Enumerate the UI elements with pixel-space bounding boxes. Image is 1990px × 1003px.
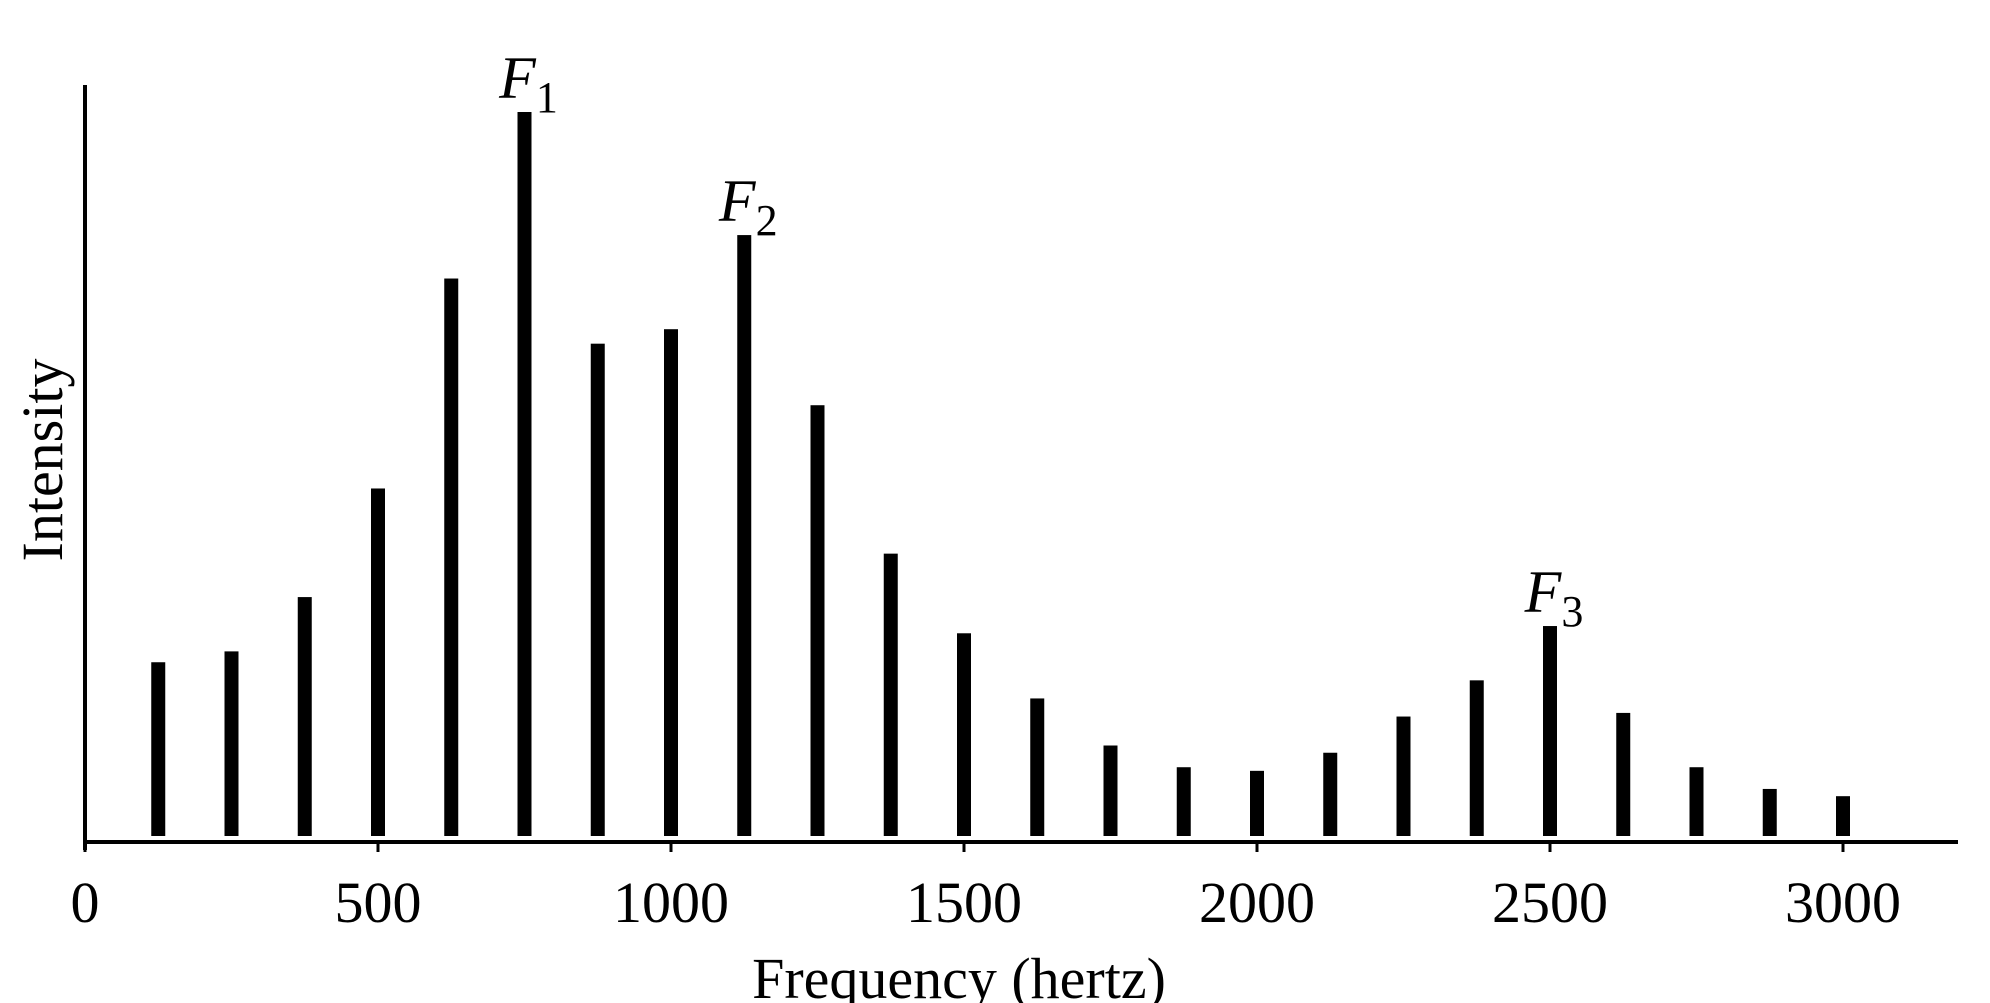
bar-500hz: [371, 488, 385, 836]
bars-layer: [151, 112, 1850, 836]
bar-2250hz: [1396, 716, 1411, 836]
bar-2500hz: [1543, 626, 1557, 836]
bar-625hz: [444, 278, 459, 836]
axes-layer: [83, 85, 1958, 850]
bar-2750hz: [1689, 767, 1704, 836]
y-axis-title: Intensity: [10, 359, 75, 562]
x-tick-label: 2000: [1199, 870, 1315, 935]
bar-1625hz: [1030, 698, 1045, 836]
bar-1875hz: [1176, 767, 1191, 836]
bar-2875hz: [1762, 788, 1777, 836]
x-tick-label: 2500: [1492, 870, 1608, 935]
x-tick-label: 1500: [906, 870, 1022, 935]
x-tick-label: 1000: [613, 870, 729, 935]
x-tick-label: 500: [335, 870, 422, 935]
bar-2375hz: [1469, 680, 1484, 836]
x-axis-title: Frequency (hertz): [752, 946, 1166, 1003]
bar-1750hz: [1103, 745, 1118, 836]
bar-2125hz: [1323, 752, 1338, 836]
x-tick-label: 0: [71, 870, 100, 935]
bar-375hz: [297, 597, 312, 836]
x-tick-label: 3000: [1785, 870, 1901, 935]
bar-3000hz: [1836, 796, 1850, 836]
formant-labels: F1 F2 F3: [498, 45, 1583, 636]
formant-label-f3: F3: [1524, 559, 1584, 636]
bar-1250hz: [810, 405, 825, 836]
bar-875hz: [590, 343, 605, 836]
formant-label-f2: F2: [718, 168, 778, 245]
formant-label-f1: F1: [498, 45, 558, 122]
bar-2000hz: [1250, 770, 1264, 836]
bar-1000hz: [664, 329, 678, 836]
bar-2625hz: [1616, 712, 1631, 836]
bar-1125hz: [737, 235, 752, 836]
bar-1500hz: [957, 633, 971, 836]
bar-1375hz: [883, 553, 898, 836]
bar-750hz: [517, 112, 532, 836]
bar-250hz: [224, 651, 239, 836]
bar-125hz: [151, 662, 166, 836]
x-tick-labels: 0 500 1000 1500 2000 2500 3000: [71, 842, 1901, 935]
